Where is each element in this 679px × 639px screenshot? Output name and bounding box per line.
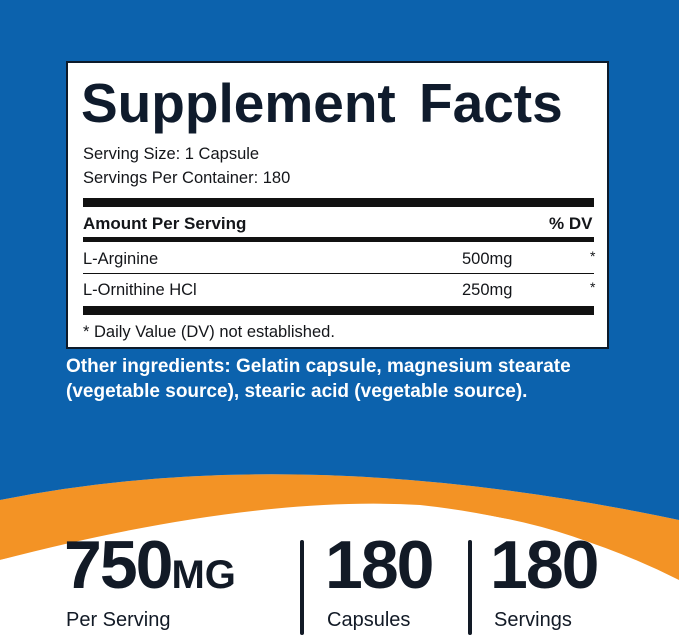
ingredient-dv: *: [590, 279, 596, 295]
thick-divider: [83, 306, 594, 315]
stat-per-serving-label: Per Serving: [66, 609, 171, 631]
ingredient-amount: 500mg: [462, 250, 513, 268]
ingredient-dv: *: [590, 248, 596, 264]
amount-per-serving-header: Amount Per Serving: [83, 214, 247, 233]
thick-divider: [83, 198, 594, 207]
other-ingredients: Other ingredients: Gelatin capsule, magn…: [66, 356, 571, 402]
stat-number: 750: [64, 527, 173, 603]
dv-footnote: * Daily Value (DV) not established.: [83, 323, 335, 341]
servings-per-container: Servings Per Container: 180: [83, 169, 291, 187]
stat-capsules-value: 180: [325, 527, 434, 603]
ingredient-amount: 250mg: [462, 281, 513, 299]
thin-divider: [83, 273, 594, 274]
stat-divider: [468, 540, 472, 635]
stat-servings-label: Servings: [494, 609, 572, 631]
ingredient-name: L-Arginine: [83, 250, 159, 268]
stat-servings-value: 180: [490, 527, 599, 603]
ingredient-name: L-Ornithine HCl: [83, 281, 197, 299]
supplement-facts-panel: Supplement Facts Serving Size: 1 Capsule…: [66, 61, 609, 349]
divider: [83, 237, 594, 242]
serving-size: Serving Size: 1 Capsule: [83, 145, 260, 163]
orange-swoosh: [0, 474, 679, 580]
facts-title: Supplement Facts: [81, 72, 563, 134]
dv-header: % DV: [549, 214, 593, 233]
stat-capsules-label: Capsules: [327, 609, 411, 631]
stat-divider: [300, 540, 304, 635]
stat-per-serving-value: 750MG: [64, 530, 236, 610]
stat-unit: MG: [171, 553, 236, 597]
